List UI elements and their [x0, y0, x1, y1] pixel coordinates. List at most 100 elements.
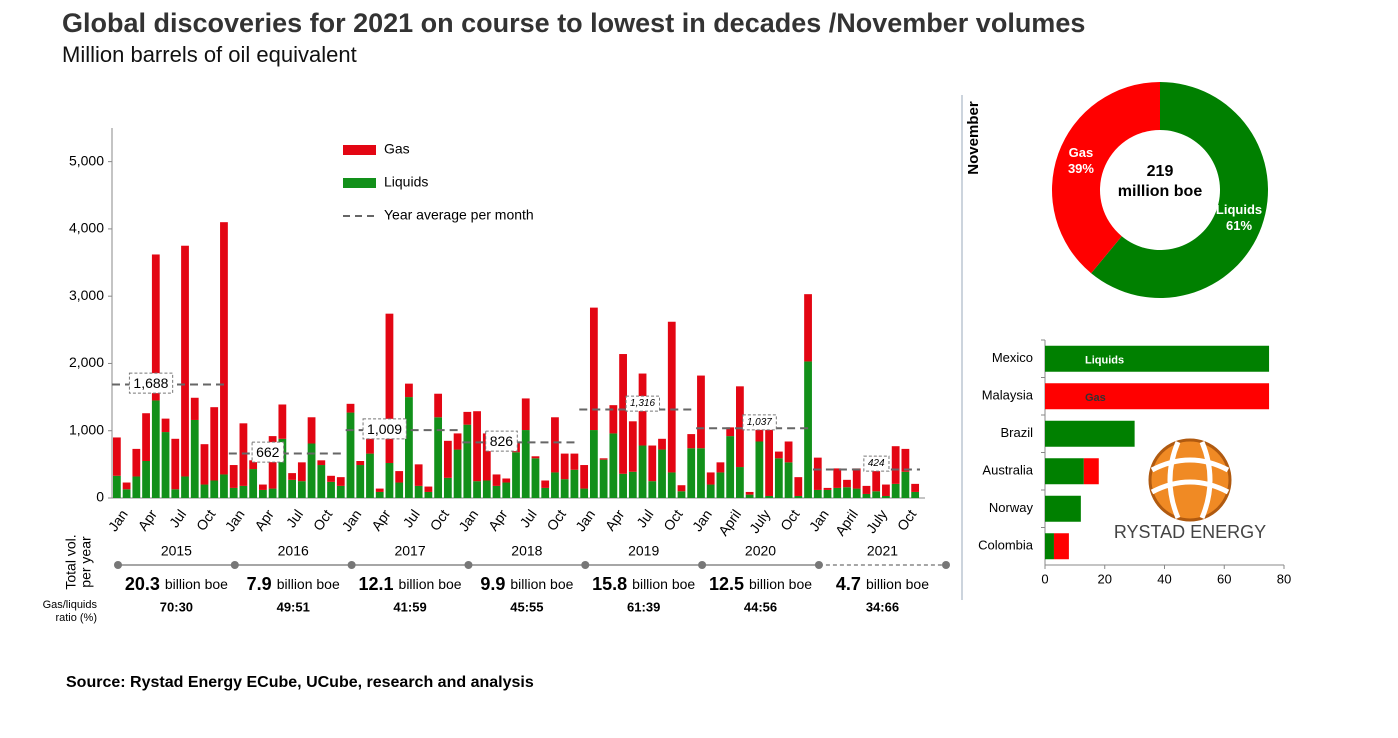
timeline-dot: [942, 561, 950, 569]
bar-segment: [434, 417, 443, 498]
y-tick-label: Australia: [982, 463, 1033, 478]
x-tick-label: Oct: [543, 506, 569, 533]
year-total-value: 12.1: [358, 574, 393, 594]
year-average-label: 826: [490, 433, 514, 449]
bar-segment: [395, 482, 404, 498]
legend-label: Year average per month: [384, 207, 534, 223]
bar-segment: [405, 383, 413, 398]
bar-segment: [346, 412, 355, 498]
timeline-dot: [581, 561, 590, 569]
y-tick-label: 5,000: [69, 152, 104, 168]
year-total-value: 7.9: [247, 574, 272, 594]
bar-segment: [911, 483, 920, 492]
bar-segment: [336, 485, 345, 498]
bar-segment: [852, 468, 861, 489]
bar-segment: [122, 489, 131, 498]
bar-segment: [239, 423, 248, 486]
bar-segment: [327, 481, 335, 498]
year-label: 2015: [161, 543, 192, 559]
legend-swatch: [343, 178, 376, 188]
bar-segment: [142, 461, 150, 498]
donut-slice: [1052, 82, 1160, 274]
x-tick-label: Jan: [572, 507, 598, 535]
center-unit: million boe: [1118, 183, 1203, 200]
legend-swatch: [343, 145, 376, 155]
bar-segment: [297, 481, 306, 498]
bar-segment: [619, 473, 627, 498]
bar-segment: [774, 451, 783, 459]
bar-segment: [434, 393, 443, 418]
year-average-label: 1,037: [747, 417, 772, 428]
bar-segment: [239, 485, 248, 498]
x-tick-label: Jan: [689, 507, 715, 535]
bar-segment: [258, 484, 267, 490]
year-ratio: 70:30: [160, 599, 193, 614]
bar-segment: [278, 404, 287, 439]
bar-segment: [628, 471, 637, 498]
year-ratio: 45:55: [510, 599, 543, 614]
bar-segment: [648, 445, 657, 482]
bar-segment: [901, 448, 910, 472]
bar-segment: [443, 477, 452, 498]
bar-segment: [132, 448, 141, 477]
bar-segment: [1045, 345, 1270, 372]
y-tick-label: 2,000: [69, 354, 104, 370]
bar-segment: [716, 472, 725, 498]
series-label: Liquids: [1085, 355, 1124, 367]
total-label: per year: [78, 536, 94, 588]
bar-segment: [268, 488, 277, 498]
bar-segment: [463, 424, 472, 498]
bar-segment: [220, 474, 228, 498]
bar-segment: [161, 418, 170, 433]
year-total-value: 9.9: [480, 574, 505, 594]
x-tick-label: July: [863, 507, 890, 537]
year-ratio: 49:51: [277, 599, 310, 614]
year-total: 20.3 billion boe: [125, 574, 228, 594]
bar-segment: [414, 464, 423, 486]
bar-segment: [804, 294, 812, 362]
bar-segment: [317, 460, 326, 466]
bar-segment: [395, 471, 404, 483]
bar-segment: [443, 440, 452, 478]
bar-segment: [687, 448, 696, 498]
x-tick-label: Oct: [427, 506, 453, 533]
bar-segment: [736, 386, 744, 468]
slice-label: Gas: [1069, 145, 1094, 160]
year-ratio: 34:66: [866, 599, 899, 614]
y-tick-label: Norway: [989, 500, 1034, 515]
bar-segment: [297, 462, 306, 482]
bar-segment: [453, 433, 462, 450]
legend-label: Gas: [384, 141, 410, 157]
bar-segment: [210, 407, 219, 481]
bar-segment: [210, 480, 219, 498]
bar-segment: [220, 222, 228, 475]
bar-segment: [784, 441, 793, 463]
bar-segment: [181, 476, 189, 498]
timeline-dot: [230, 561, 239, 569]
x-tick-label: April: [832, 507, 861, 539]
bar-segment: [911, 491, 920, 498]
bar-segment: [541, 480, 550, 488]
bar-segment: [1045, 533, 1054, 560]
bar-segment: [424, 491, 433, 498]
bar-segment: [560, 479, 569, 498]
legend-label: Liquids: [384, 174, 428, 190]
x-tick-label: Jan: [105, 507, 131, 535]
y-tick-label: Malaysia: [982, 388, 1034, 403]
x-tick-label: Jan: [222, 507, 248, 535]
bar-segment: [628, 421, 637, 472]
ratio-label: ratio (%): [55, 612, 97, 624]
bar-segment: [482, 433, 491, 481]
year-total-unit: billion boe: [749, 576, 812, 592]
bar-segment: [833, 487, 842, 498]
y-tick-label: 1,000: [69, 421, 104, 437]
bar-segment: [521, 430, 530, 498]
bar-segment: [648, 481, 657, 498]
bar-segment: [609, 405, 618, 434]
year-total-value: 4.7: [836, 574, 861, 594]
bar-segment: [872, 456, 881, 492]
x-tick-label: 0: [1041, 571, 1048, 586]
bar-segment: [570, 453, 579, 470]
year-total-value: 12.5: [709, 574, 744, 594]
